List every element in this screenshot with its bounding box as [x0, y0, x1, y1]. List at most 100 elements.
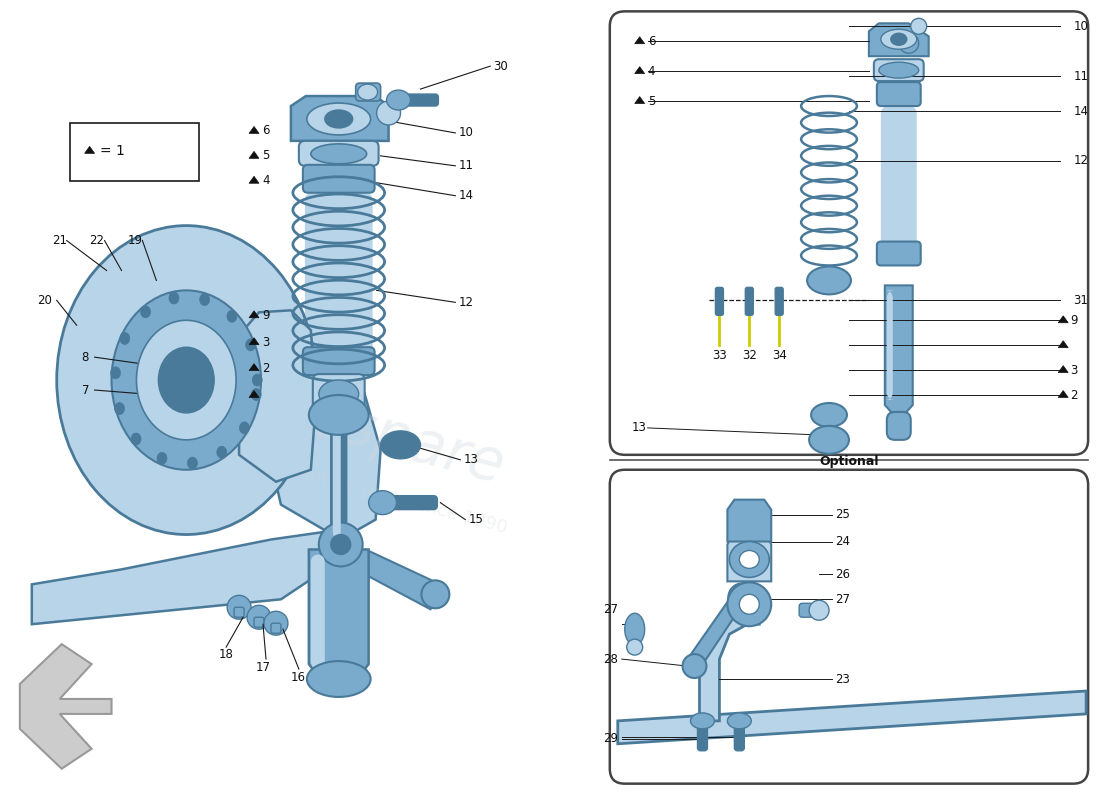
Ellipse shape	[368, 490, 396, 514]
Ellipse shape	[811, 403, 847, 427]
Text: 27: 27	[835, 593, 850, 606]
Text: 23: 23	[835, 673, 850, 686]
Ellipse shape	[376, 101, 400, 125]
Text: 2: 2	[262, 362, 270, 374]
FancyBboxPatch shape	[254, 618, 264, 627]
Ellipse shape	[324, 110, 353, 128]
Text: 9: 9	[262, 309, 270, 322]
Text: 12: 12	[1074, 154, 1088, 167]
Polygon shape	[20, 644, 111, 769]
Text: 20: 20	[36, 294, 52, 307]
Text: 8: 8	[81, 350, 89, 364]
FancyBboxPatch shape	[776, 287, 783, 315]
Ellipse shape	[319, 522, 363, 566]
Polygon shape	[249, 390, 258, 398]
Text: 29: 29	[603, 732, 618, 746]
FancyBboxPatch shape	[302, 347, 375, 375]
FancyBboxPatch shape	[877, 82, 921, 106]
Polygon shape	[635, 66, 645, 74]
Ellipse shape	[141, 306, 151, 318]
Polygon shape	[249, 126, 258, 134]
Polygon shape	[635, 37, 645, 44]
FancyBboxPatch shape	[383, 496, 438, 510]
Polygon shape	[869, 23, 928, 56]
Ellipse shape	[739, 550, 759, 569]
Ellipse shape	[807, 266, 851, 294]
Text: 11: 11	[459, 159, 473, 172]
Ellipse shape	[157, 452, 167, 464]
Ellipse shape	[727, 713, 751, 729]
Text: 26: 26	[835, 568, 850, 581]
Text: 13: 13	[631, 422, 647, 434]
Ellipse shape	[217, 446, 227, 458]
Ellipse shape	[691, 713, 714, 729]
Text: 2: 2	[1070, 389, 1078, 402]
Polygon shape	[290, 96, 388, 141]
Ellipse shape	[358, 84, 377, 100]
Ellipse shape	[331, 534, 351, 554]
Ellipse shape	[264, 611, 288, 635]
Text: 30: 30	[493, 60, 508, 73]
Ellipse shape	[881, 30, 916, 50]
Ellipse shape	[227, 595, 251, 619]
Text: 12: 12	[459, 296, 473, 309]
FancyBboxPatch shape	[881, 106, 916, 255]
FancyBboxPatch shape	[873, 59, 924, 81]
FancyBboxPatch shape	[305, 193, 373, 365]
Text: 18: 18	[219, 648, 234, 661]
Ellipse shape	[311, 144, 366, 164]
Ellipse shape	[625, 614, 645, 645]
Ellipse shape	[245, 339, 255, 351]
Text: 6: 6	[262, 125, 270, 138]
Polygon shape	[1058, 341, 1068, 348]
Ellipse shape	[187, 457, 197, 469]
Ellipse shape	[319, 380, 359, 408]
FancyBboxPatch shape	[735, 721, 745, 750]
Text: 32: 32	[741, 349, 757, 362]
Text: 17: 17	[256, 661, 271, 674]
FancyBboxPatch shape	[609, 470, 1088, 784]
Polygon shape	[249, 176, 258, 183]
Text: 33: 33	[712, 349, 727, 362]
FancyBboxPatch shape	[302, 165, 375, 193]
Ellipse shape	[728, 583, 757, 611]
FancyBboxPatch shape	[234, 607, 244, 618]
Polygon shape	[249, 364, 258, 370]
Polygon shape	[688, 591, 747, 669]
Text: 3: 3	[262, 336, 270, 349]
FancyBboxPatch shape	[271, 623, 281, 633]
Polygon shape	[727, 500, 771, 542]
Text: 19: 19	[128, 234, 143, 247]
Text: 4: 4	[648, 65, 656, 78]
Polygon shape	[266, 340, 381, 539]
Ellipse shape	[682, 654, 706, 678]
Ellipse shape	[252, 374, 262, 386]
Polygon shape	[249, 311, 258, 318]
Text: 31: 31	[1074, 294, 1088, 307]
Text: 24: 24	[835, 535, 850, 548]
Polygon shape	[1058, 366, 1068, 373]
FancyBboxPatch shape	[312, 374, 364, 412]
FancyBboxPatch shape	[299, 141, 378, 166]
Text: = 1: = 1	[100, 144, 124, 158]
FancyBboxPatch shape	[746, 287, 754, 315]
Text: 22: 22	[89, 234, 104, 247]
Ellipse shape	[131, 433, 141, 445]
Text: 5: 5	[648, 94, 654, 107]
Ellipse shape	[251, 389, 261, 401]
Ellipse shape	[421, 580, 450, 608]
Ellipse shape	[200, 294, 210, 306]
Ellipse shape	[899, 34, 918, 54]
Ellipse shape	[240, 422, 250, 434]
Ellipse shape	[810, 600, 829, 620]
Text: 27: 27	[603, 602, 618, 616]
Ellipse shape	[627, 639, 642, 655]
Ellipse shape	[727, 582, 771, 626]
Ellipse shape	[879, 62, 918, 78]
Ellipse shape	[158, 347, 214, 413]
Ellipse shape	[739, 594, 759, 614]
Ellipse shape	[729, 542, 769, 578]
Ellipse shape	[911, 18, 926, 34]
Ellipse shape	[136, 320, 236, 440]
Text: 13: 13	[463, 454, 478, 466]
